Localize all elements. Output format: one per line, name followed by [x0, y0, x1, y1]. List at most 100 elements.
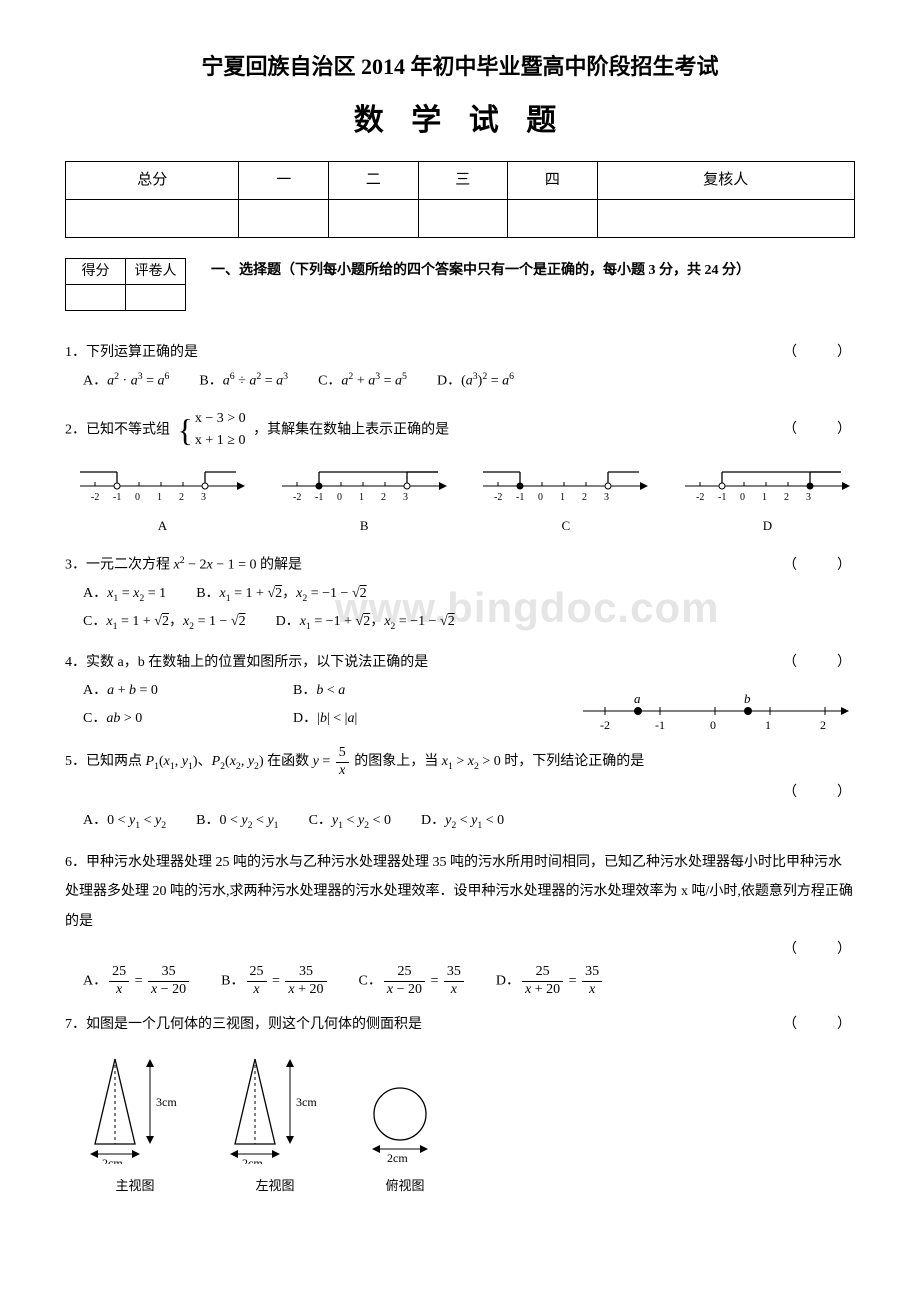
- score-h-2: 二: [328, 162, 418, 200]
- q6-opt-c: C．25x − 20 = 35x: [359, 964, 466, 999]
- svg-text:-1: -1: [315, 492, 323, 503]
- svg-text:1: 1: [560, 492, 565, 503]
- main-title: 宁夏回族自治区 2014 年初中毕业暨高中阶段招生考试: [65, 50, 855, 83]
- mini-score-table: 得分 评卷人: [65, 258, 186, 311]
- q3-stem: 3．一元二次方程 x2 − 2x − 1 = 0 的解是: [65, 551, 302, 580]
- svg-text:-2: -2: [293, 492, 301, 503]
- svg-text:0: 0: [538, 492, 543, 503]
- q3-opt-c: C．x1 = 1 + 2，x2 = 1 − 2: [83, 608, 246, 636]
- q6-stem: 6．甲种污水处理器处理 25 吨的污水与乙种污水处理器处理 35 吨的污水所用时…: [65, 848, 855, 936]
- q3-opt-b: B．x1 = 1 + 2，x2 = −1 − 2: [196, 580, 366, 608]
- q5-opt-a: A．0 < y1 < y2: [83, 807, 166, 835]
- q5-paren: （ ）: [783, 779, 855, 807]
- svg-text:0: 0: [337, 492, 342, 503]
- svg-text:-2: -2: [91, 492, 99, 503]
- q5-opt-c: C．y1 < y2 < 0: [309, 807, 391, 835]
- svg-text:3: 3: [604, 492, 609, 503]
- svg-text:0: 0: [135, 492, 140, 503]
- question-1: 1．下列运算正确的是 （ ） A．a2 · a3 = a6 B．a6 ÷ a2 …: [65, 339, 855, 396]
- svg-text:-1: -1: [655, 718, 665, 732]
- question-7: 7．如图是一个几何体的三视图，则这个几何体的侧面积是 （ ） 3cm 2cm 主…: [65, 1011, 855, 1199]
- question-2: 2．已知不等式组 { x − 3 > 0 x + 1 ≥ 0 ，其解集在数轴上表…: [65, 408, 855, 540]
- q2-paren: （ ）: [783, 416, 855, 444]
- q5-opt-b: B．0 < y2 < y1: [196, 807, 278, 835]
- q4-number-line: -2 -1 0 1 2 a b: [575, 677, 855, 732]
- score-h-3: 三: [418, 162, 508, 200]
- q1-paren: （ ）: [783, 339, 855, 367]
- q2-line-c: -2-10123C: [478, 458, 653, 539]
- svg-text:-1: -1: [113, 492, 121, 503]
- svg-text:1: 1: [157, 492, 162, 503]
- svg-text:3cm: 3cm: [296, 1095, 317, 1109]
- svg-text:-2: -2: [600, 718, 610, 732]
- svg-text:-1: -1: [516, 492, 524, 503]
- q3-opt-a: A．x1 = x2 = 1: [83, 580, 166, 608]
- q6-paren: （ ）: [783, 936, 855, 964]
- svg-text:2cm: 2cm: [102, 1156, 123, 1164]
- svg-text:3: 3: [403, 492, 408, 503]
- svg-text:a: a: [634, 691, 641, 706]
- svg-text:3: 3: [806, 492, 811, 503]
- question-4: 4．实数 a，b 在数轴上的位置如图所示，以下说法正确的是 （ ） A．a + …: [65, 649, 855, 733]
- question-6: 6．甲种污水处理器处理 25 吨的污水与乙种污水处理器处理 35 吨的污水所用时…: [65, 848, 855, 999]
- q1-opt-d: D．(a3)2 = a6: [437, 367, 514, 396]
- score-h-4: 四: [508, 162, 598, 200]
- mini-h-score: 得分: [66, 259, 126, 285]
- svg-text:0: 0: [740, 492, 745, 503]
- svg-text:1: 1: [765, 718, 771, 732]
- q4-opt-d: D．b < a: [293, 705, 357, 733]
- score-value-row: [66, 200, 855, 238]
- mini-h-grader: 评卷人: [126, 259, 186, 285]
- svg-text:2: 2: [784, 492, 789, 503]
- q4-opt-c: C．ab > 0: [83, 705, 263, 733]
- three-views: 3cm 2cm 主视图 3cm 2cm 左视图: [80, 1049, 855, 1199]
- svg-text:3: 3: [201, 492, 206, 503]
- section-1-heading: 一、选择题（下列每小题所给的四个答案中只有一个是正确的，每小题 3 分，共 24…: [211, 260, 750, 281]
- svg-text:2cm: 2cm: [242, 1156, 263, 1164]
- svg-text:0: 0: [710, 718, 716, 732]
- svg-text:2cm: 2cm: [387, 1151, 408, 1164]
- svg-text:-2: -2: [494, 492, 502, 503]
- top-view: 2cm 俯视图: [360, 1049, 450, 1199]
- svg-text:1: 1: [762, 492, 767, 503]
- q3-paren: （ ）: [783, 552, 855, 580]
- svg-text:2: 2: [179, 492, 184, 503]
- brace-icon: {: [178, 414, 193, 446]
- q4-opt-b: B．b < a: [293, 677, 345, 705]
- question-3: www.bingdoc.com 3．一元二次方程 x2 − 2x − 1 = 0…: [65, 551, 855, 636]
- q4-stem: 4．实数 a，b 在数轴上的位置如图所示，以下说法正确的是: [65, 649, 428, 677]
- svg-text:3cm: 3cm: [156, 1095, 177, 1109]
- q5-stem: 5．已知两点 P1(x1, y1)、P2(x2, y2) 在函数 y = 5x …: [65, 754, 644, 769]
- svg-text:b: b: [744, 691, 751, 706]
- svg-text:1: 1: [359, 492, 364, 503]
- q1-opt-b: B．a6 ÷ a2 = a3: [199, 367, 288, 396]
- sub-title: 数 学 试 题: [65, 98, 855, 143]
- score-h-reviewer: 复核人: [597, 162, 854, 200]
- svg-text:2: 2: [381, 492, 386, 503]
- q2-number-lines: -2-10123A-2-10123B-2-10123C-2-10123D: [75, 458, 855, 539]
- svg-text:2: 2: [820, 718, 826, 732]
- q4-opt-a: A．a + b = 0: [83, 677, 263, 705]
- score-header-row: 总分 一 二 三 四 复核人: [66, 162, 855, 200]
- svg-text:2: 2: [582, 492, 587, 503]
- q3-opt-d: D．x1 = −1 + 2，x2 = −1 − 2: [276, 608, 455, 636]
- q1-stem: 1．下列运算正确的是: [65, 339, 198, 367]
- q7-paren: （ ）: [783, 1011, 855, 1039]
- score-table: 总分 一 二 三 四 复核人: [65, 161, 855, 238]
- svg-text:-2: -2: [696, 492, 704, 503]
- q6-opt-a: A．25x = 35x − 20: [83, 964, 191, 999]
- q1-opt-a: A．a2 · a3 = a6: [83, 367, 169, 396]
- svg-text:-1: -1: [718, 492, 726, 503]
- main-view: 3cm 2cm 主视图: [80, 1049, 190, 1199]
- q7-stem: 7．如图是一个几何体的三视图，则这个几何体的侧面积是: [65, 1011, 422, 1039]
- q2-line-d: -2-10123D: [680, 458, 855, 539]
- q1-opt-c: C．a2 + a3 = a5: [318, 367, 407, 396]
- q2-line-b: -2-10123B: [277, 458, 452, 539]
- q6-opt-b: B．25x = 35x + 20: [221, 964, 328, 999]
- q6-opt-d: D．25x + 20 = 35x: [496, 964, 604, 999]
- score-h-1: 一: [239, 162, 329, 200]
- question-5: 5．已知两点 P1(x1, y1)、P2(x2, y2) 在函数 y = 5x …: [65, 745, 855, 836]
- score-h-total: 总分: [66, 162, 239, 200]
- left-view: 3cm 2cm 左视图: [220, 1049, 330, 1199]
- q5-opt-d: D．y2 < y1 < 0: [421, 807, 504, 835]
